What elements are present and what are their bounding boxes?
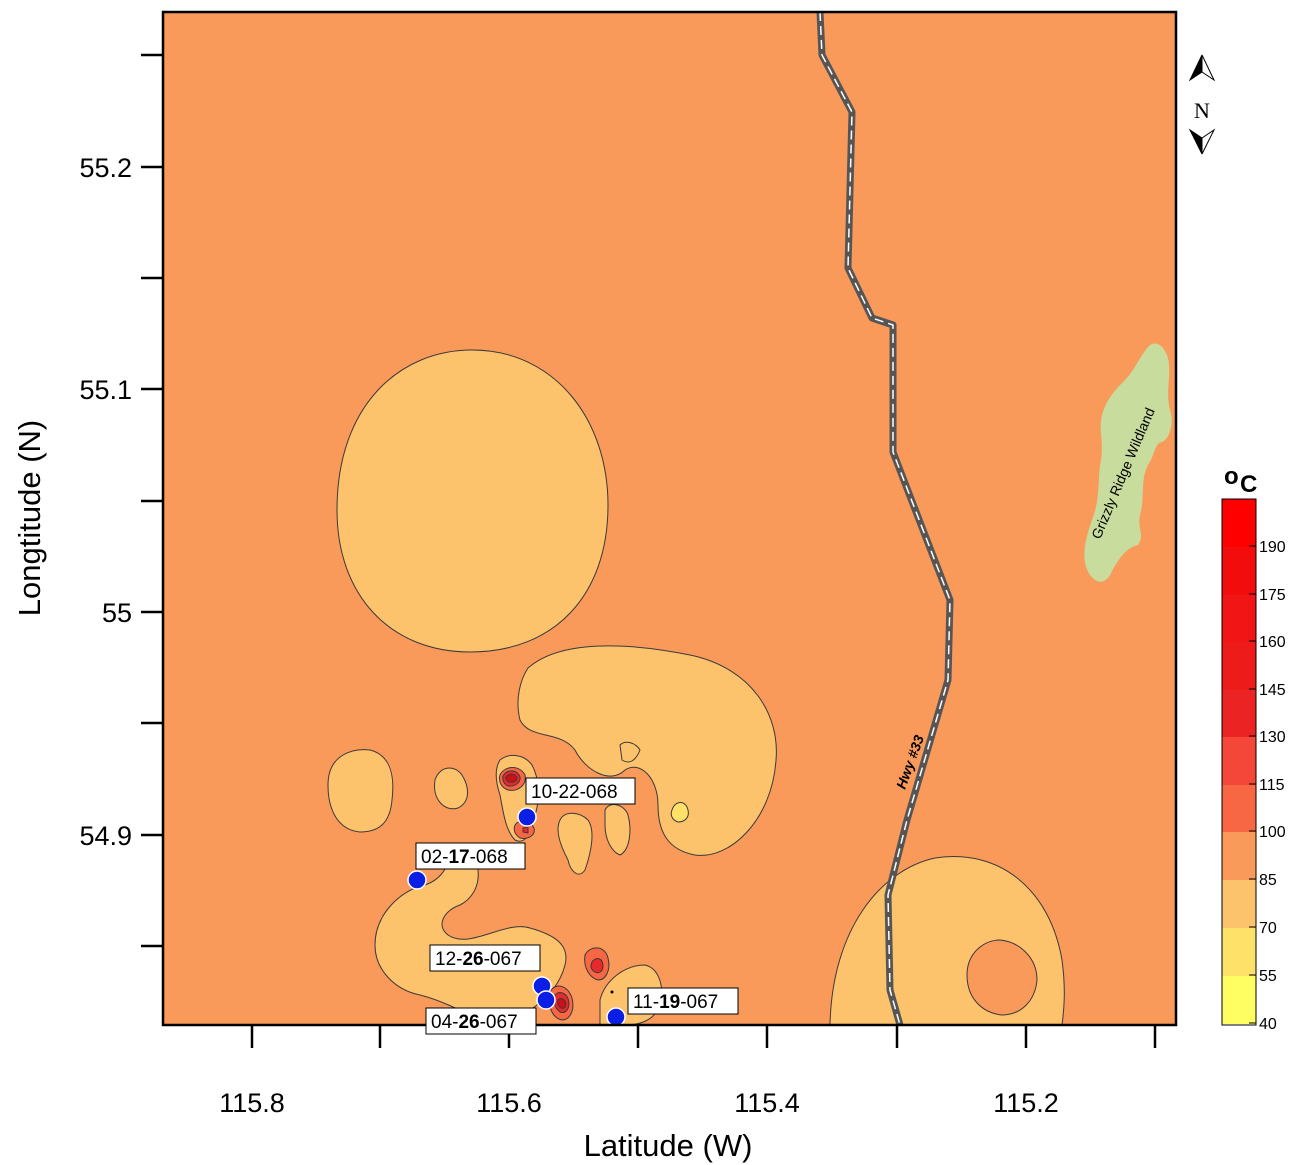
contour-point-marker — [610, 990, 614, 994]
y-tick-55: 55 — [102, 598, 132, 628]
legend-band-7 — [1222, 832, 1256, 880]
well-label-02-17-068: 02-17-068 — [415, 842, 526, 870]
contour-zone-small-c — [619, 741, 641, 763]
well-label-12-26-067: 12-26-067 — [429, 944, 541, 972]
legend-label-175: 175 — [1259, 587, 1286, 604]
legend-label-100: 100 — [1259, 824, 1286, 841]
svg-text:04-26-067: 04-26-067 — [431, 1012, 518, 1033]
legend-frame — [1221, 498, 1257, 1026]
legend-labels: 190 175 160 145 130 115 100 85 70 55 40 — [1249, 539, 1286, 1033]
well-label-04-26-067: 04-26-067 — [425, 1007, 537, 1035]
contour-zone-left-round — [327, 749, 394, 833]
legend-unit-o: o — [1224, 463, 1239, 490]
x-tick-115-6: 115.6 — [476, 1088, 542, 1118]
legend-label-130: 130 — [1259, 729, 1286, 746]
well-marker-02-17-068[interactable] — [407, 870, 427, 890]
y-tick-55-2: 55.2 — [79, 153, 132, 183]
legend-label-55: 55 — [1259, 968, 1277, 985]
legend-label-40: 40 — [1259, 1016, 1277, 1033]
contour-zone-small-d — [604, 804, 631, 856]
legend-band-6 — [1222, 785, 1256, 832]
background-zone-85-100 — [163, 12, 1176, 1025]
svg-text:11-19-067: 11-19-067 — [633, 992, 718, 1013]
legend-band-4 — [1222, 690, 1256, 737]
well-label-10-22-068: 10-22-068 — [525, 777, 636, 805]
contour-zone-small-a — [434, 767, 468, 810]
legend-band-8 — [1222, 880, 1256, 928]
legend-unit-c: C — [1240, 471, 1257, 498]
well-marker-11-19-067[interactable] — [606, 1007, 626, 1026]
hotspot-north — [499, 767, 526, 791]
contour-zone-central — [517, 645, 777, 856]
x-tick-115-2: 115.2 — [993, 1088, 1059, 1118]
y-axis-title: Longtitude (N) — [12, 420, 47, 616]
legend-band-3 — [1222, 642, 1256, 690]
well-label-11-19-067: 11-19-067 — [627, 987, 739, 1015]
x-tick-115-8: 115.8 — [219, 1088, 285, 1118]
legend-band-1 — [1222, 547, 1256, 595]
legend-band-2 — [1222, 595, 1256, 642]
grizzly-ridge-wildland-area — [1084, 343, 1172, 582]
contour-zone-bottom-right-inner — [966, 939, 1038, 1016]
contour-zone-55-70 — [670, 802, 689, 823]
contour-zone-large-ellipse — [336, 349, 609, 653]
temperature-legend: o C 190 175 160 145 130 115 100 85 70 55 40 — [1221, 463, 1286, 1033]
legend-band-5 — [1222, 737, 1256, 785]
plot-frame — [161, 10, 1178, 1027]
legend-label-115: 115 — [1259, 777, 1285, 794]
hotspot-center — [584, 947, 610, 981]
north-arrow-label: N — [1194, 98, 1210, 123]
legend-band-9 — [1222, 928, 1256, 976]
legend-band-0 — [1222, 499, 1256, 547]
well-marker-04-26-067[interactable] — [536, 990, 556, 1010]
north-arrow-icon: N — [1188, 54, 1216, 155]
x-tick-115-4: 115.4 — [734, 1088, 800, 1118]
legend-label-70: 70 — [1259, 920, 1277, 937]
x-axis-title: Latitude (W) — [584, 1128, 753, 1163]
axis-ticks — [141, 53, 1157, 1048]
legend-color-bands — [1222, 499, 1256, 1024]
y-tick-55-1: 55.1 — [79, 375, 132, 405]
legend-band-10 — [1222, 976, 1256, 1024]
map-plot-area: Hwy #33 Grizzly Ridge Wildland — [163, 12, 1176, 1026]
legend-label-160: 160 — [1259, 634, 1286, 651]
legend-label-85: 85 — [1259, 872, 1277, 889]
legend-label-190: 190 — [1259, 539, 1286, 556]
y-tick-54-9: 54.9 — [79, 821, 132, 851]
svg-text:12-26-067: 12-26-067 — [435, 949, 522, 970]
highway-33-centerline — [819, 12, 951, 1025]
contour-zone-small-b — [557, 812, 593, 875]
svg-text:10-22-068: 10-22-068 — [531, 782, 618, 803]
svg-text:02-17-068: 02-17-068 — [421, 847, 508, 868]
well-marker-10-22-068[interactable] — [517, 807, 537, 827]
legend-label-145: 145 — [1259, 682, 1286, 699]
hotspot-south — [548, 985, 574, 1021]
